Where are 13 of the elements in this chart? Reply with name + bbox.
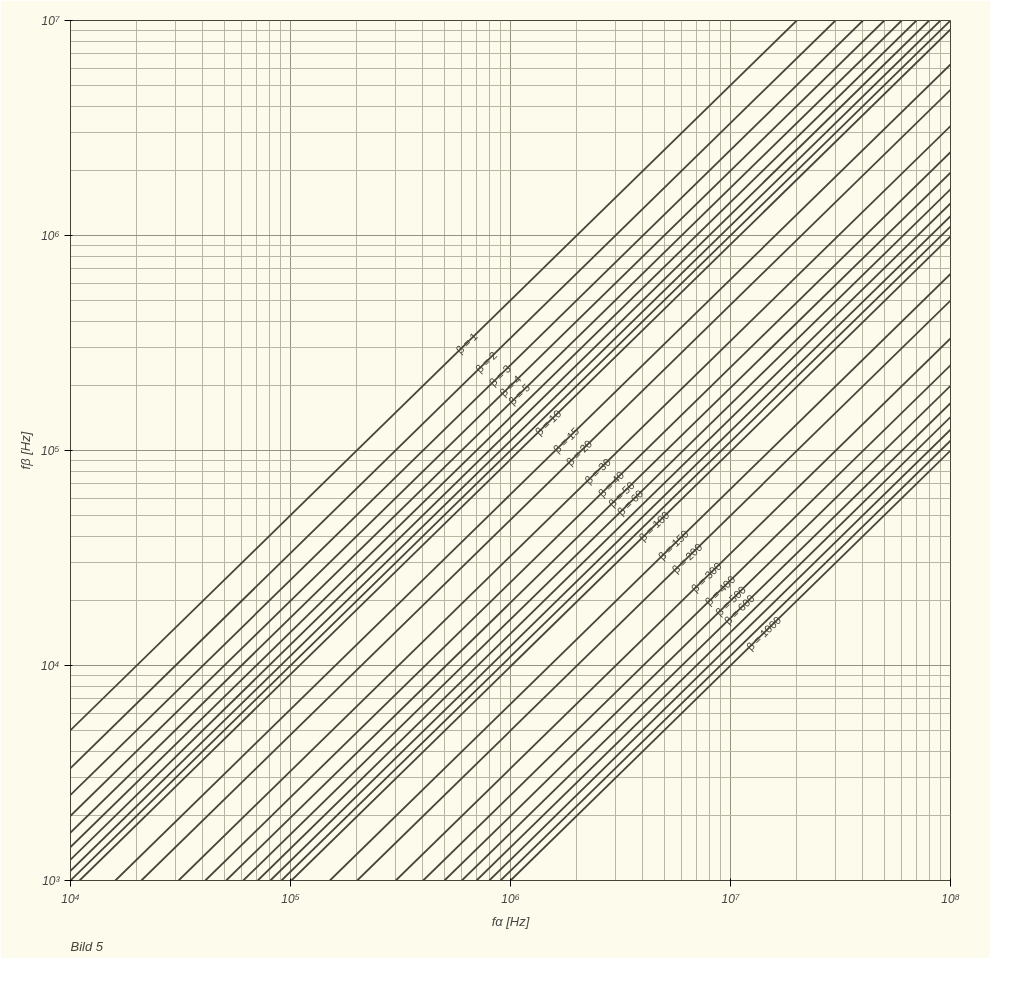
y-tick-label: 10³ xyxy=(42,873,61,888)
y-tick-label: 10⁴ xyxy=(40,658,60,673)
x-axis-title: fα [Hz] xyxy=(491,913,530,929)
y-tick-label: 10⁵ xyxy=(41,443,60,458)
y-tick-label: 10⁶ xyxy=(41,228,60,243)
x-tick-label: 10⁴ xyxy=(61,891,80,906)
x-tick-label: 10⁶ xyxy=(501,891,520,906)
x-tick-label: 10⁵ xyxy=(281,891,300,906)
text: Bild 5 xyxy=(70,938,104,954)
y-axis-title: fβ [Hz] xyxy=(17,431,33,470)
x-tick-label: 10⁷ xyxy=(721,891,740,906)
x-tick-label: 10⁸ xyxy=(941,891,960,906)
y-tick-label: 10⁷ xyxy=(41,13,60,28)
